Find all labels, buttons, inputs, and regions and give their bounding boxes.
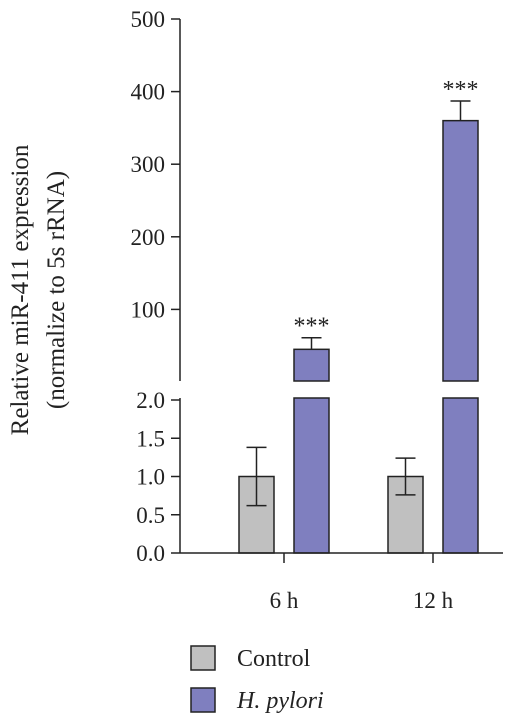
y-tick-label-lower-3: 1.5	[136, 426, 165, 451]
labels-layer: *** 6 h *** 12 h 0.0 0.5 1.0 1.5 2.0 100 200 300 400…	[131, 7, 479, 613]
significance-label-hpylori-1: ***	[443, 77, 479, 103]
y-tick-label-lower-0: 0.0	[136, 541, 165, 566]
y-tick-label-upper-4: 500	[131, 7, 166, 32]
legend: Control H. pylori	[190, 645, 324, 714]
x-tick-label-1: 12 h	[413, 588, 454, 613]
y-tick-label-lower-1: 0.5	[136, 503, 165, 528]
legend-label-hpylori: H. pylori	[236, 688, 324, 714]
y-axis-title-line1: Relative miR-411 expression	[7, 144, 34, 435]
legend-swatch-control	[190, 645, 216, 671]
y-axis	[171, 18, 503, 563]
y-tick-label-upper-0: 100	[131, 297, 166, 322]
significance-label-hpylori-0: ***	[294, 314, 330, 340]
legend-swatch-hpylori	[190, 687, 216, 713]
bar-upper-hpylori-0	[293, 348, 330, 382]
y-tick-label-lower-4: 2.0	[136, 388, 165, 413]
bars-layer	[238, 100, 479, 554]
y-tick-label-lower-2: 1.0	[136, 465, 165, 490]
bar-upper-hpylori-1	[442, 119, 479, 382]
x-tick-label-0: 6 h	[270, 588, 299, 613]
bar-lower-hpylori-1	[442, 397, 479, 554]
y-tick-label-upper-1: 200	[131, 225, 166, 250]
bar-lower-hpylori-0	[293, 397, 330, 554]
y-axis-title-line2: (normalize to 5s rRNA)	[43, 171, 70, 409]
y-tick-label-upper-3: 400	[131, 80, 166, 105]
legend-label-control: Control	[237, 646, 311, 672]
y-tick-label-upper-2: 300	[131, 152, 166, 177]
